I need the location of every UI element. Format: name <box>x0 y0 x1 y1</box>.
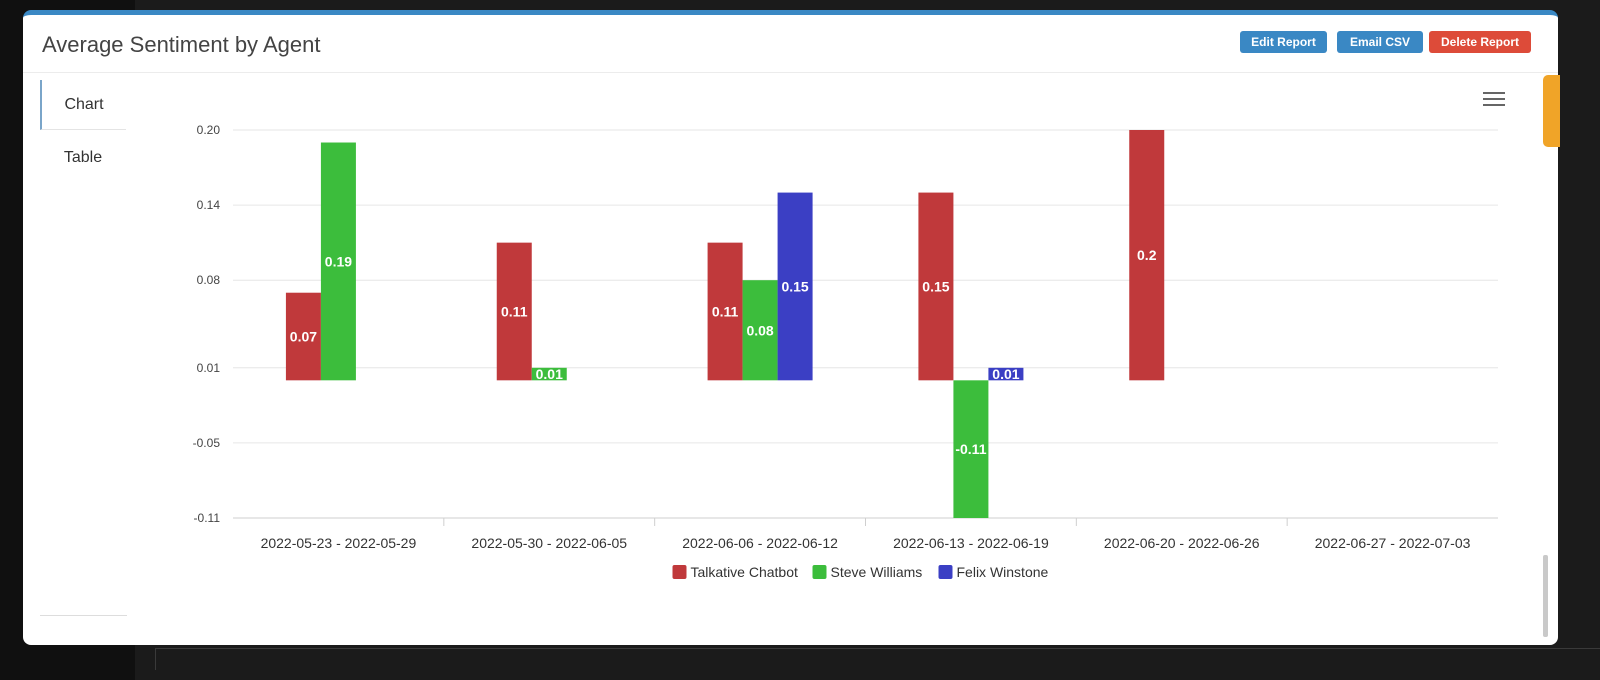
report-modal: Average Sentiment by Agent Edit Report E… <box>23 10 1558 645</box>
y-tick-label: -0.11 <box>194 511 221 525</box>
bar <box>707 242 743 381</box>
background-panel <box>155 648 1600 670</box>
y-tick-label: -0.05 <box>193 436 221 450</box>
x-tick-label: 2022-06-20 - 2022-06-26 <box>1104 535 1260 551</box>
legend-swatch <box>938 565 953 579</box>
y-tick-label: 0.14 <box>197 198 221 212</box>
x-tick-label: 2022-06-27 - 2022-07-03 <box>1315 535 1471 551</box>
bar <box>953 380 989 518</box>
x-tick-label: 2022-05-30 - 2022-06-05 <box>471 535 627 551</box>
x-tick-label: 2022-06-06 - 2022-06-12 <box>682 535 838 551</box>
bar <box>988 367 1024 381</box>
x-tick-label: 2022-05-23 - 2022-05-29 <box>261 535 417 551</box>
data-label: 0.08 <box>746 322 773 338</box>
y-tick-label: 0.08 <box>197 273 221 287</box>
bar <box>531 367 567 381</box>
legend-label: Steve Williams <box>831 564 923 580</box>
delete-report-button[interactable]: Delete Report <box>1429 31 1531 53</box>
data-label: 0.15 <box>781 278 808 294</box>
legend-swatch <box>812 565 827 579</box>
data-label: 0.07 <box>290 329 317 345</box>
legend-label: Talkative Chatbot <box>691 564 799 580</box>
y-tick-label: 0.20 <box>197 123 221 137</box>
data-label: 0.01 <box>536 366 563 382</box>
y-tick-label: 0.01 <box>197 361 221 375</box>
bar <box>918 192 954 381</box>
data-label: -0.11 <box>955 441 986 457</box>
edit-report-button[interactable]: Edit Report <box>1240 31 1327 53</box>
bar-chart: 0.20 0.14 0.08 0.01 -0.05 -0.11 2022-05-23 - 2… <box>193 123 1498 580</box>
bar <box>320 142 356 381</box>
modal-title: Average Sentiment by Agent <box>42 32 321 57</box>
x-tick-label: 2022-06-13 - 2022-06-19 <box>893 535 1049 551</box>
side-handle[interactable] <box>1543 75 1560 147</box>
modal-header: Average Sentiment by Agent Edit Report E… <box>23 15 1558 73</box>
bar <box>285 292 321 381</box>
scrollbar-thumb[interactable] <box>1543 555 1548 637</box>
bar <box>777 192 813 381</box>
tab-table[interactable]: Table <box>63 149 103 166</box>
tab-chart[interactable]: Chart <box>40 80 126 130</box>
bar <box>742 280 778 381</box>
data-label: 0.19 <box>325 253 352 269</box>
data-label: 0.01 <box>992 366 1019 382</box>
tab-divider <box>40 615 127 616</box>
data-label: 0.11 <box>501 303 528 319</box>
email-csv-button[interactable]: Email CSV <box>1337 31 1423 53</box>
data-label: 0.15 <box>922 278 949 294</box>
legend-label: Felix Winstone <box>957 564 1049 580</box>
legend-swatch <box>672 565 687 579</box>
bar <box>496 242 532 381</box>
data-label: 0.11 <box>712 303 739 319</box>
chart-menu-icon[interactable] <box>1483 92 1505 110</box>
bar <box>1129 130 1165 381</box>
data-label: 0.2 <box>1137 247 1157 263</box>
